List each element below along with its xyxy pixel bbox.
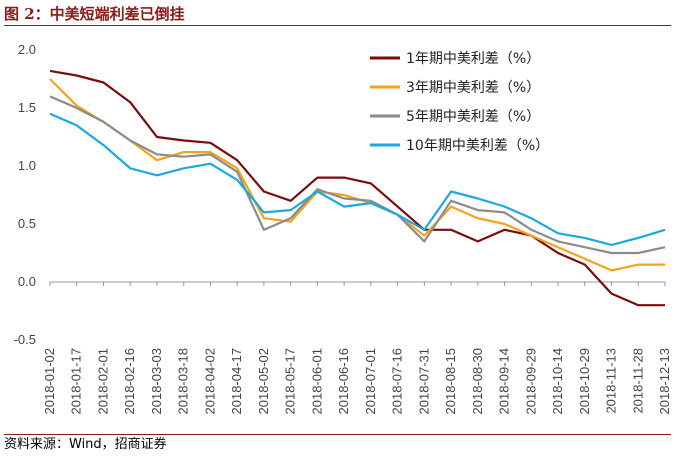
figure-title: 图 2：中美短端利差已倒挂 (4, 3, 671, 26)
x-tick-label: 2018-10-14 (550, 348, 565, 415)
x-tick-label: 2018-05-17 (283, 348, 298, 415)
source-note: 资料来源：Wind，招商证券 (4, 434, 671, 457)
y-axis-ticks: 2.0 1.5 1.0 0.5 0.0 -0.5 (14, 42, 36, 347)
y-tick-label: 2.0 (18, 42, 36, 57)
y-tick-label: 0.5 (18, 216, 36, 231)
legend-label: 5年期中美利差（%） (406, 109, 540, 125)
line-chart: 2.0 1.5 1.0 0.5 0.0 -0.5 2018-01-02 2018-01-17… (14, 42, 672, 415)
x-tick-label: 2018-09-29 (523, 348, 538, 415)
y-tick-label: 1.0 (18, 158, 36, 173)
y-tick-label: -0.5 (14, 332, 36, 347)
series-line-4 (49, 112, 666, 246)
x-tick-label: 2018-08-15 (443, 348, 458, 415)
x-tick-label: 2018-12-13 (657, 348, 672, 415)
x-tick-label: 2018-04-02 (202, 348, 217, 415)
x-tick-label: 2018-07-16 (390, 348, 405, 415)
x-tick-label: 2018-04-17 (229, 348, 244, 415)
x-tick-label: 2018-07-01 (363, 348, 378, 415)
x-tick-label: 2018-03-03 (149, 348, 164, 415)
series-line-1 (49, 69, 665, 307)
x-tick-label: 2018-07-31 (416, 348, 431, 415)
x-tick-label: 2018-10-29 (577, 348, 592, 415)
legend-label: 10年期中美利差（%） (406, 138, 549, 154)
x-tick-label: 2018-01-02 (42, 348, 57, 415)
x-tick-label: 2018-06-01 (309, 348, 324, 415)
x-tick-label: 2018-03-18 (176, 348, 191, 415)
x-tick-label: 2018-02-16 (122, 348, 137, 415)
x-tick-label: 2018-09-14 (497, 348, 512, 415)
x-tick-label: 2018-06-16 (336, 348, 351, 415)
x-tick-label: 2018-11-13 (604, 348, 619, 414)
y-tick-label: 1.5 (18, 100, 36, 115)
legend: 1年期中美利差（%） 3年期中美利差（%） 5年期中美利差（%） 10年期中美利差（%… (370, 51, 549, 154)
legend-label: 1年期中美利差（%） (406, 51, 540, 67)
x-tick-label: 2018-02-01 (95, 348, 110, 415)
x-tick-label: 2018-01-17 (69, 348, 84, 415)
x-tick-label: 2018-11-28 (630, 348, 645, 414)
y-tick-label: 0.0 (18, 274, 36, 289)
series-line-3 (49, 95, 666, 255)
legend-label: 3年期中美利差（%） (406, 80, 540, 96)
series-line-2 (49, 78, 665, 272)
x-tick-label: 2018-08-30 (470, 348, 485, 415)
series-lines (49, 69, 666, 307)
x-tick-label: 2018-05-02 (256, 348, 271, 415)
x-axis: 2018-01-02 2018-01-17 2018-02-01 2018-02-16… (42, 281, 672, 415)
